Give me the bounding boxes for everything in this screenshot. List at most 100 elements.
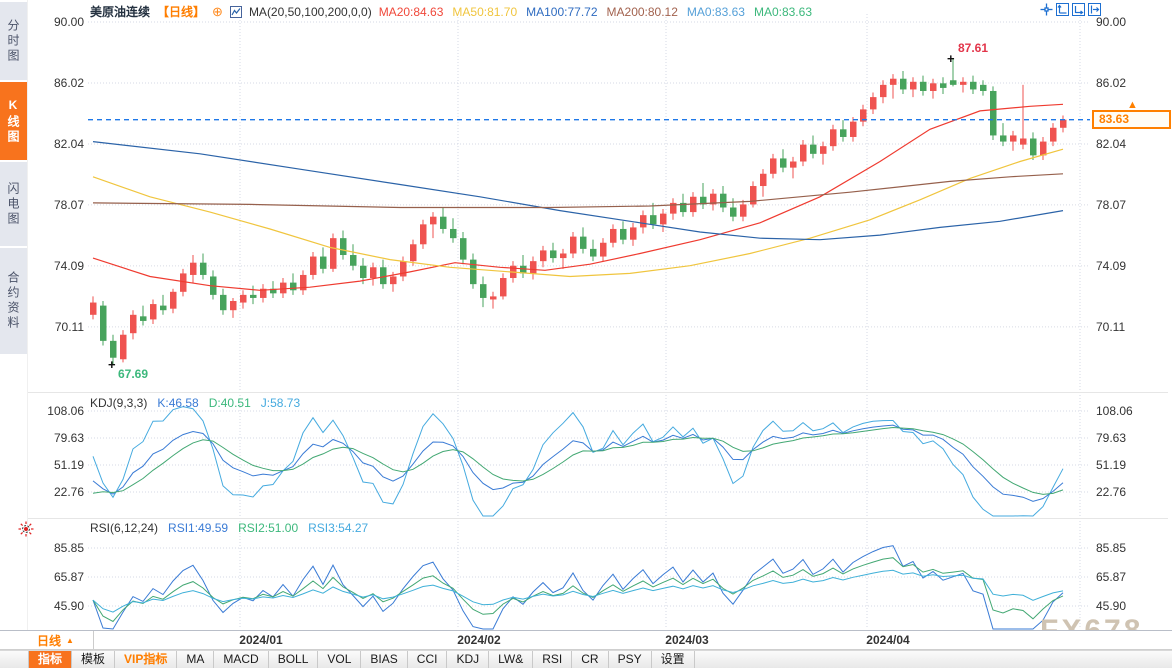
toolbar-item-CR[interactable]: CR — [572, 651, 609, 668]
toolbar-item-BIAS[interactable]: BIAS — [361, 651, 408, 668]
sidebar-tab-kline[interactable]: K线图 — [0, 82, 27, 160]
toolbar-item-MA[interactable]: MA — [177, 651, 215, 668]
kdj-k-value: K:46.58 — [157, 396, 199, 410]
toolbar-item-RSI[interactable]: RSI — [533, 651, 573, 668]
period-selector[interactable]: 日线 ▲ — [28, 631, 94, 649]
rsi3-value: RSI3:54.27 — [308, 521, 369, 535]
left-sidebar: 分时图 K线图 闪电图 合约资料 — [0, 0, 28, 630]
sidebar-tab-timeshare[interactable]: 分时图 — [0, 2, 27, 80]
svg-text:79.63: 79.63 — [1096, 431, 1126, 445]
svg-text:108.06: 108.06 — [1096, 404, 1133, 418]
sidebar-tab-label: 合约资料 — [6, 271, 20, 331]
toolbar-item-MACD[interactable]: MACD — [214, 651, 269, 668]
zoom-x-axis-icon[interactable] — [1072, 3, 1085, 16]
sidebar-tab-label: 分时图 — [6, 18, 20, 64]
chart-tools — [1040, 3, 1101, 16]
x-axis-row: 日线 ▲ 2024/01 2024/02 2024/03 2024/04 — [0, 630, 1172, 650]
ma-value: MA100:77.72 — [526, 4, 598, 19]
crosshair-icon[interactable] — [1040, 3, 1053, 16]
ma-settings-label[interactable]: MA(20,50,100,200,0,0) — [248, 4, 372, 19]
high-marker-cross: + — [947, 51, 955, 66]
svg-text:45.90: 45.90 — [1096, 599, 1126, 613]
svg-text:22.76: 22.76 — [54, 485, 84, 499]
low-marker-cross: + — [108, 357, 116, 372]
hot-indicator-icon[interactable] — [18, 521, 34, 537]
toolbar-item-LW&[interactable]: LW& — [489, 651, 534, 668]
svg-text:65.87: 65.87 — [54, 570, 84, 584]
chart-canvas[interactable]: 90.00 90.00 86.02 86.02 82.04 82.04 78.07 78.07… — [0, 0, 1172, 630]
kdj-header: KDJ(9,3,3) K:46.58 D:40.51 J:58.73 — [90, 396, 300, 410]
instrument-title: 美原油连续 — [90, 5, 151, 19]
svg-text:70.11: 70.11 — [55, 320, 84, 334]
kdj-d-value: D:40.51 — [208, 396, 251, 410]
svg-text:108.06: 108.06 — [47, 404, 84, 418]
svg-text:90.00: 90.00 — [54, 15, 84, 29]
grid-layer: 90.00 90.00 86.02 86.02 82.04 82.04 78.07 78.07… — [28, 14, 1168, 629]
svg-text:82.04: 82.04 — [1096, 137, 1126, 151]
bottom-toolbar-items: 指标 模板 VIP指标 MA MACD BOLL VOL BIAS CCI KDJ LW& RSI CR… — [0, 650, 1172, 668]
ma-value: MA20:84.63 — [378, 4, 444, 19]
toolbar-item-模板[interactable]: 模板 — [72, 651, 116, 668]
sidebar-tab-label: 闪电图 — [6, 181, 20, 227]
x-axis-month-label: 2024/02 — [457, 633, 501, 647]
sidebar-tab-contract-info[interactable]: 合约资料 — [0, 248, 27, 354]
svg-text:78.07: 78.07 — [1096, 198, 1126, 212]
svg-text:85.85: 85.85 — [54, 541, 84, 555]
low-price-label: 67.69 — [118, 367, 149, 381]
kdj-j-value: J:58.73 — [260, 396, 301, 410]
candles-layer — [90, 58, 1067, 365]
chart-type-icon[interactable] — [229, 5, 242, 18]
toolbar-item-PSY[interactable]: PSY — [609, 651, 652, 668]
svg-text:86.02: 86.02 — [1096, 76, 1126, 90]
kdj-name[interactable]: KDJ(9,3,3) — [90, 396, 148, 410]
svg-text:70.11: 70.11 — [1096, 320, 1125, 334]
rsi-layer — [92, 545, 1064, 630]
toolbar-item-BOLL[interactable]: BOLL — [269, 651, 319, 668]
toolbar-item-VOL[interactable]: VOL — [318, 651, 362, 668]
svg-text:45.90: 45.90 — [54, 599, 84, 613]
zoom-y-axis-icon[interactable] — [1056, 3, 1069, 16]
ma-lines-layer — [88, 103, 1090, 291]
ma-value: MA200:80.12 — [606, 4, 678, 19]
rsi-header: RSI(6,12,24) RSI1:49.59 RSI2:51.00 RSI3:… — [90, 521, 368, 535]
toolbar-item-CCI[interactable]: CCI — [408, 651, 448, 668]
ma-value: MA50:81.70 — [452, 4, 518, 19]
svg-text:82.04: 82.04 — [54, 137, 84, 151]
period-label: 日线 — [37, 633, 62, 648]
x-axis-month-label: 2024/04 — [866, 633, 910, 647]
toolbar-item-设置[interactable]: 设置 — [652, 651, 695, 668]
ma-values: MA20:84.63 MA50:81.70 MA100:77.72 MA200:80.… — [379, 5, 812, 19]
rsi1-value: RSI1:49.59 — [168, 521, 229, 535]
rsi-name[interactable]: RSI(6,12,24) — [90, 521, 159, 535]
svg-text:74.09: 74.09 — [1096, 259, 1126, 273]
x-axis-month-label: 2024/03 — [665, 633, 709, 647]
sidebar-tab-lightning[interactable]: 闪电图 — [0, 162, 27, 246]
period-dropdown-icon: ▲ — [66, 635, 74, 645]
toolbar-item-指标[interactable]: 指标 — [28, 651, 73, 668]
chart-header: 美原油连续 【日线】 ⊕ MA(20,50,100,200,0,0) MA20:… — [90, 3, 812, 20]
svg-text:74.09: 74.09 — [54, 259, 84, 273]
period-tag: 【日线】 — [157, 5, 206, 19]
sidebar-tab-label: K线图 — [6, 97, 20, 145]
svg-text:65.87: 65.87 — [1096, 570, 1126, 584]
price-up-arrow-icon: ▲ — [1127, 99, 1138, 111]
toolbar-item-KDJ[interactable]: KDJ — [447, 651, 490, 668]
kdj-layer — [92, 406, 1064, 517]
current-price-tag: 83.63 — [1092, 110, 1171, 129]
ma-value: MA0:83.63 — [686, 4, 745, 19]
add-indicator-icon[interactable]: ⊕ — [212, 3, 223, 19]
svg-text:51.19: 51.19 — [54, 458, 84, 472]
x-axis-month-label: 2024/01 — [239, 633, 283, 647]
rsi2-value: RSI2:51.00 — [238, 521, 299, 535]
svg-text:79.63: 79.63 — [54, 431, 84, 445]
svg-text:51.19: 51.19 — [1096, 458, 1126, 472]
svg-text:90.00: 90.00 — [1096, 15, 1126, 29]
svg-text:22.76: 22.76 — [1096, 485, 1126, 499]
svg-text:85.85: 85.85 — [1096, 541, 1126, 555]
high-price-label: 87.61 — [958, 41, 989, 55]
toolbar-item-VIP指标[interactable]: VIP指标 — [115, 651, 178, 668]
ma-value: MA0:83.63 — [753, 4, 812, 19]
svg-text:78.07: 78.07 — [54, 198, 84, 212]
pan-right-icon[interactable] — [1088, 3, 1101, 16]
